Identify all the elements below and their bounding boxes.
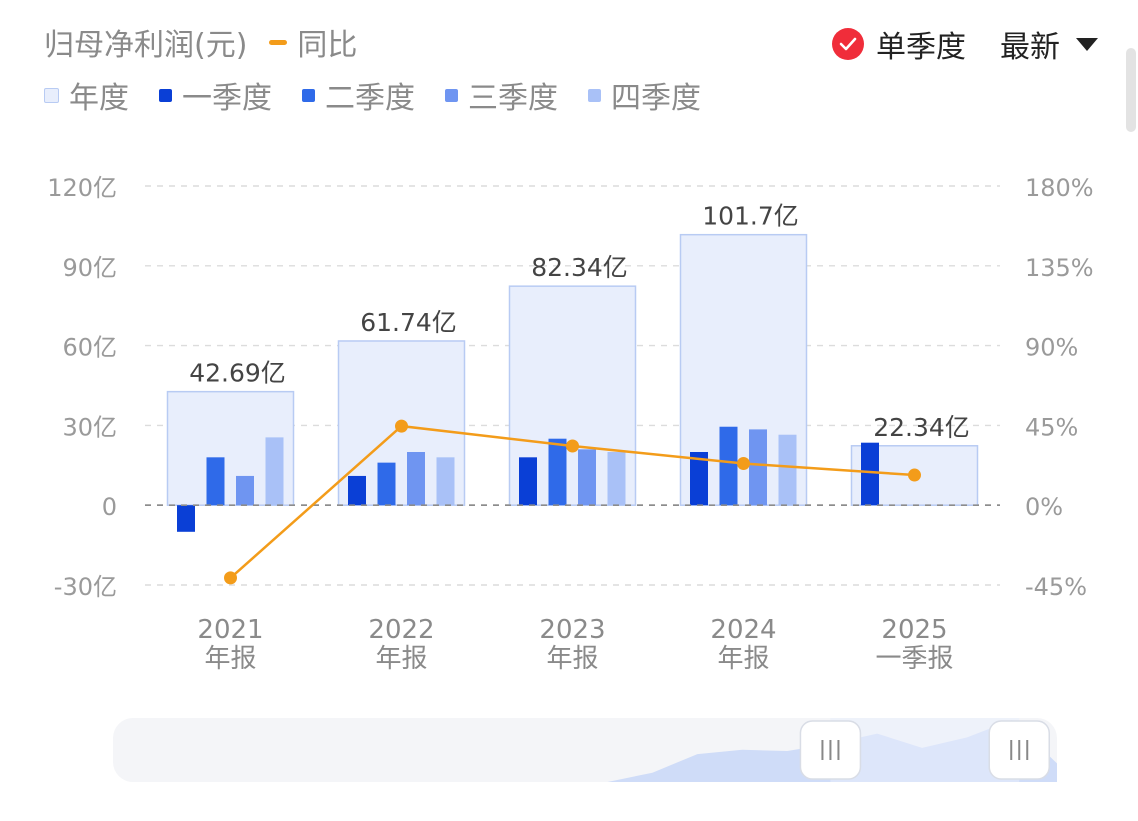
latest-label: 最新 <box>1000 30 1060 65</box>
quarter-bar <box>377 462 396 506</box>
y-right-tick-label: -45% <box>1025 573 1087 601</box>
yoy-point <box>395 419 408 433</box>
y-right-tick-label: 135% <box>1025 254 1094 282</box>
quarter-bar <box>206 457 225 506</box>
annual-data-label: 61.74亿 <box>360 308 457 337</box>
quarter-bar <box>177 505 195 532</box>
annual-data-label: 42.69亿 <box>189 359 286 388</box>
legend-label-q4: 四季度 <box>611 81 701 116</box>
square-swatch-icon <box>445 88 458 102</box>
range-slider[interactable] <box>113 718 1057 782</box>
yoy-point <box>224 571 237 585</box>
y-left-tick-label: 0 <box>102 493 117 521</box>
line-swatch-icon <box>269 39 288 45</box>
legend-label-yoy: 同比 <box>297 28 358 63</box>
page-scrollbar[interactable] <box>1126 48 1136 132</box>
quarter-bar <box>719 426 738 506</box>
quarter-bar <box>607 452 626 506</box>
square-swatch-icon <box>302 88 315 102</box>
x-tick-label: 一季报 <box>875 644 953 674</box>
y-right-tick-label: 45% <box>1025 413 1078 441</box>
x-tick-label: 年报 <box>546 644 598 674</box>
legend-label-annual: 年度 <box>69 81 129 116</box>
annual-data-label: 22.34亿 <box>873 413 970 442</box>
x-tick-label: 2021 <box>197 615 263 645</box>
x-tick-label: 2025 <box>881 615 947 645</box>
chart-legend-top: 归母净利润(元) 同比 <box>44 20 357 64</box>
legend-label-q3: 三季度 <box>468 81 558 116</box>
x-tick-label: 年报 <box>717 644 769 674</box>
x-tick-label: 年报 <box>375 644 427 674</box>
x-tick-label: 2023 <box>539 615 605 645</box>
quarter-bar <box>749 429 767 506</box>
single-quarter-toggle[interactable]: 单季度 <box>832 22 966 66</box>
legend-label-q1: 一季度 <box>182 81 272 116</box>
metric-label: 归母净利润(元) <box>44 28 248 63</box>
annual-data-label: 101.7亿 <box>702 202 799 231</box>
y-left-tick-label: 120亿 <box>47 174 117 202</box>
annual-data-label: 82.34亿 <box>531 253 628 282</box>
yoy-point <box>566 439 579 453</box>
square-swatch-icon <box>588 88 601 102</box>
x-tick-label: 2022 <box>368 615 434 645</box>
quarter-bar <box>407 452 425 506</box>
y-right-tick-label: 0% <box>1025 493 1063 521</box>
y-left-tick-label: 30亿 <box>62 413 117 441</box>
legend-item-yoy[interactable]: 同比 <box>269 20 357 64</box>
quarter-bar <box>690 452 708 506</box>
legend-label-q2: 二季度 <box>325 81 415 116</box>
chart-controls: 单季度 最新 <box>832 22 1098 66</box>
net-profit-chart: -30亿 0 30亿 60亿 90亿 120亿 -45% 0% 45% 90% 135% 180% 42… <box>47 174 1094 674</box>
y-right-tick-label: 90% <box>1025 334 1078 362</box>
single-quarter-label: 单季度 <box>876 30 966 65</box>
yoy-point <box>737 457 750 471</box>
chart-legend-series: 年度 一季度 二季度 三季度 四季度 <box>44 73 701 117</box>
square-swatch-icon <box>44 87 59 103</box>
x-tick-label: 2024 <box>710 615 776 645</box>
quarter-bar <box>778 434 797 506</box>
quarter-bar <box>548 438 567 506</box>
legend-item-q2[interactable]: 二季度 <box>302 73 415 117</box>
quarter-bar <box>236 475 254 506</box>
quarter-bar <box>348 475 366 506</box>
square-swatch-icon <box>159 88 172 102</box>
legend-item-annual[interactable]: 年度 <box>44 73 129 117</box>
y-left-tick-label: -30亿 <box>54 573 117 601</box>
quarter-bar <box>519 457 537 506</box>
legend-item-q1[interactable]: 一季度 <box>159 73 272 117</box>
yoy-point <box>908 468 921 482</box>
y-left-tick-label: 60亿 <box>62 334 117 362</box>
caret-down-icon <box>1076 37 1098 51</box>
legend-item-q4[interactable]: 四季度 <box>588 73 701 117</box>
slider-selection[interactable] <box>830 718 1020 782</box>
legend-item-q3[interactable]: 三季度 <box>445 73 558 117</box>
y-right-tick-label: 180% <box>1025 174 1094 202</box>
y-left-tick-label: 90亿 <box>62 254 117 282</box>
range-slider-track[interactable] <box>113 718 1057 782</box>
quarter-bar <box>578 449 596 506</box>
quarter-bar <box>436 457 455 506</box>
quarter-bar <box>265 437 284 506</box>
quarter-bar <box>861 442 879 506</box>
latest-dropdown[interactable]: 最新 <box>1000 22 1098 66</box>
check-circle-icon <box>832 28 864 60</box>
x-tick-label: 年报 <box>204 644 256 674</box>
